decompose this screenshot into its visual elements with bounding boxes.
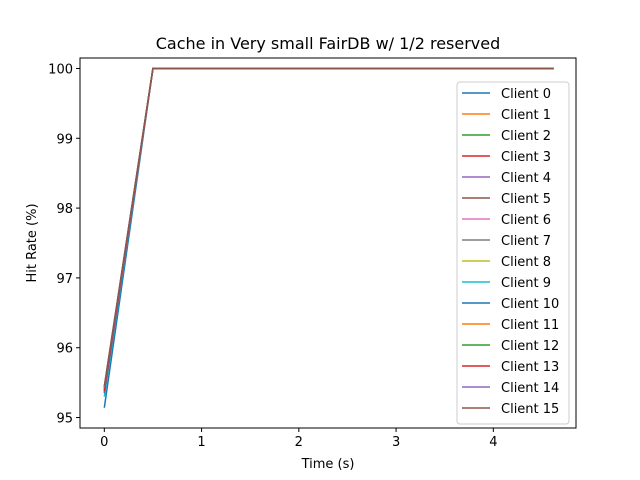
legend-label-client-3: Client 3	[501, 150, 551, 165]
y-tick-label: 98	[56, 202, 73, 217]
x-tick-label: 1	[197, 435, 205, 450]
series-line-client-15	[103, 67, 554, 387]
y-tick-label: 96	[56, 342, 73, 357]
y-tick-label: 99	[56, 132, 73, 147]
legend-label-client-1: Client 1	[501, 108, 551, 123]
x-axis-label: Time (s)	[301, 457, 355, 472]
x-tick-label: 0	[100, 435, 108, 450]
y-tick-label: 97	[56, 272, 73, 287]
legend-label-client-11: Client 11	[501, 318, 559, 333]
legend: Client 0 Client 1 Client 2 Client 3 Client 4…	[456, 81, 570, 425]
legend-label-client-4: Client 4	[501, 171, 551, 186]
chart-title: Cache in Very small FairDB w/ 1/2 reserv…	[156, 34, 501, 53]
legend-label-client-9: Client 9	[501, 276, 551, 291]
x-tick-label: 2	[295, 435, 303, 450]
legend-label-client-10: Client 10	[501, 297, 559, 312]
legend-label-client-8: Client 8	[501, 255, 551, 270]
legend-label-client-5: Client 5	[501, 192, 551, 207]
legend-label-client-0: Client 0	[501, 87, 551, 102]
x-tick-label: 3	[392, 435, 400, 450]
x-tick-label: 4	[489, 435, 497, 450]
legend-label-client-15: Client 15	[501, 402, 559, 417]
legend-label-client-14: Client 14	[501, 381, 559, 396]
x-axis: 0 1 2 3 4	[100, 428, 497, 450]
y-axis: 95 96 97 98 99 100	[48, 62, 80, 427]
legend-label-client-7: Client 7	[501, 234, 551, 249]
legend-label-client-12: Client 12	[501, 339, 559, 354]
y-tick-label: 100	[48, 62, 73, 77]
plot-frame	[79, 57, 577, 429]
plot-lines	[103, 67, 554, 408]
legend-label-client-2: Client 2	[501, 129, 551, 144]
legend-label-client-13: Client 13	[501, 360, 559, 375]
legend-box	[456, 81, 570, 425]
legend-label-client-6: Client 6	[501, 213, 551, 228]
y-tick-label: 95	[56, 412, 73, 427]
y-axis-label: Hit Rate (%)	[25, 203, 40, 282]
